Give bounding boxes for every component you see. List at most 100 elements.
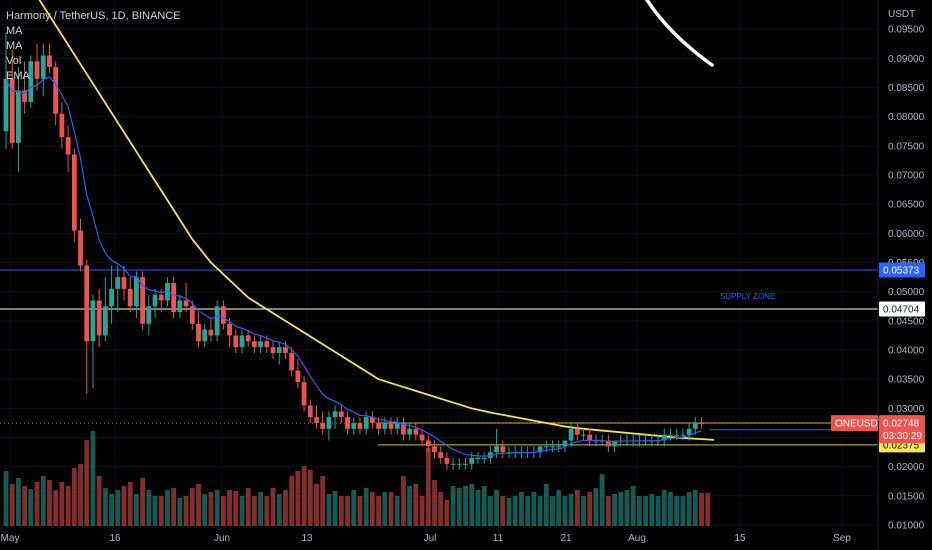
candle-body <box>338 411 344 418</box>
candle-body <box>419 434 425 441</box>
candle-body <box>47 55 52 68</box>
candle-body <box>469 457 475 464</box>
candle-body <box>463 463 468 465</box>
volume-bar <box>463 486 468 526</box>
volume-bar <box>444 500 450 526</box>
candle-body <box>674 434 680 436</box>
volume-bar <box>388 492 394 526</box>
horizontal-levels[interactable] <box>0 269 878 446</box>
candle-body <box>345 417 350 429</box>
level-price-tag: 0.04704 <box>883 304 920 315</box>
candle-body <box>543 446 549 448</box>
volume-bar <box>289 476 295 526</box>
candle-body <box>363 417 369 429</box>
candle-body <box>438 452 444 458</box>
candle-body <box>183 300 189 307</box>
time-tick-label: Jun <box>214 533 230 544</box>
candle-body <box>140 277 146 324</box>
volume-bar <box>543 484 549 526</box>
legend-indicator-volume[interactable]: Vol <box>6 55 22 67</box>
time-axis[interactable]: May 16 Jun 13 Jul 11 21 Aug 15 Sep <box>1 533 852 544</box>
volume-bar <box>413 484 419 526</box>
candle-body <box>692 422 698 429</box>
candle-body <box>382 422 388 429</box>
volume-bar <box>456 488 462 526</box>
volume-bar <box>258 492 264 526</box>
grid <box>0 0 878 528</box>
volume-bar <box>351 490 357 526</box>
candle-body <box>3 78 9 132</box>
candle-body <box>394 422 400 429</box>
volume-bar <box>3 471 9 526</box>
candle-body <box>307 405 313 418</box>
candle-body <box>102 306 108 336</box>
volume-bar <box>556 490 562 526</box>
volume-bar <box>519 492 524 526</box>
volume-bar <box>469 484 475 526</box>
price-tick-label: 0.04000 <box>888 346 925 357</box>
price-axis[interactable]: 0.09500 0.09000 0.08500 0.08000 0.07500 0.070… <box>877 0 925 550</box>
price-tick-label: 0.08000 <box>888 112 925 123</box>
volume-bar <box>65 486 71 526</box>
drawn-arrow-curve[interactable] <box>645 0 714 67</box>
ma-slow-line <box>38 0 714 441</box>
volume-bar <box>214 490 220 526</box>
volume-bar <box>568 494 574 526</box>
candle-body <box>314 417 319 423</box>
last-price-tag-bg <box>879 415 925 444</box>
volume-bar <box>481 486 487 526</box>
candle-body <box>283 347 288 353</box>
candle-body <box>699 422 704 424</box>
volume-bar <box>587 492 593 526</box>
candle-body <box>71 154 77 231</box>
candle-body <box>481 457 487 459</box>
volume-bar <box>407 486 413 526</box>
candle-body <box>90 300 96 342</box>
volume-bar <box>674 496 680 526</box>
supply-zone-label: SUPPLY ZONE <box>720 292 775 301</box>
price-tick-label: 0.06000 <box>888 229 925 240</box>
volume-bar <box>146 490 152 526</box>
candle-body <box>158 294 164 301</box>
candle-body <box>189 306 195 324</box>
price-tick-label: 0.07000 <box>888 171 925 182</box>
volume-bar <box>283 490 288 526</box>
volume-bar <box>22 486 28 526</box>
legend-symbol-title[interactable]: Harmony / TetherUS, 1D, BINANCE <box>6 10 181 22</box>
time-tick-label: May <box>1 533 20 544</box>
price-tick-label: 0.01000 <box>888 521 925 532</box>
volume-bar <box>655 496 661 526</box>
candle-body <box>376 422 381 429</box>
candle-body <box>326 417 332 429</box>
volume-bar <box>506 498 512 526</box>
volume-bar <box>40 476 46 526</box>
volume-bar <box>295 471 301 526</box>
volume-bar <box>115 490 121 526</box>
candle-body <box>456 463 462 465</box>
volume-bar <box>432 480 437 526</box>
legend-indicator-ema[interactable]: EMA <box>6 70 30 82</box>
legend-indicator-ma-1[interactable]: MA <box>6 25 23 37</box>
candle-body <box>134 277 139 307</box>
candle-body <box>171 282 177 313</box>
candle-body <box>196 323 201 342</box>
volume-bar <box>152 496 158 526</box>
candle-body <box>500 446 506 453</box>
volume-bar <box>394 496 400 526</box>
candle-body <box>320 422 326 429</box>
volume-bar <box>78 464 83 526</box>
volume-bar <box>47 480 52 526</box>
price-tick-label: 0.09500 <box>888 25 925 36</box>
candle-body <box>96 300 102 336</box>
legend-indicator-ma-2[interactable]: MA <box>6 40 23 52</box>
time-tick-label: 11 <box>493 533 504 544</box>
candle-body <box>301 382 307 406</box>
volume-bar <box>618 492 624 526</box>
candle-body <box>369 417 375 423</box>
candle-body <box>388 422 394 429</box>
volume-bar <box>326 494 332 526</box>
volume-bar <box>593 488 599 526</box>
volume-bar <box>624 490 630 526</box>
candle-body <box>605 440 611 447</box>
